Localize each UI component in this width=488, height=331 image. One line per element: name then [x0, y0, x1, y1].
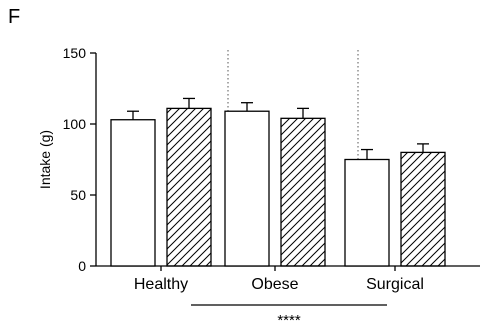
bar-surgical-open	[344, 158, 390, 267]
y-tick-label: 150	[63, 45, 87, 61]
bars	[110, 97, 446, 267]
y-axis-label: Intake (g)	[37, 130, 53, 189]
significance-stars: ****	[277, 312, 301, 329]
y-tick-label: 100	[63, 116, 87, 132]
x-tick-label-surgical: Surgical	[366, 276, 424, 293]
y-tick-label: 50	[70, 187, 86, 203]
labels: 0 50 100 150 Intake (g) Healthy Obese Surgical *…	[37, 45, 424, 329]
bar-obese-open	[224, 110, 270, 267]
x-tick-label-obese: Obese	[251, 276, 298, 293]
bar-healthy-open	[110, 119, 156, 267]
x-tick-label-healthy: Healthy	[134, 276, 188, 293]
bar-surgical-hatched	[400, 151, 446, 267]
bar-obese-hatched	[280, 117, 326, 267]
panel-label: F	[8, 6, 21, 28]
bar-healthy-hatched	[166, 107, 212, 267]
y-tick-label: 0	[78, 258, 86, 274]
